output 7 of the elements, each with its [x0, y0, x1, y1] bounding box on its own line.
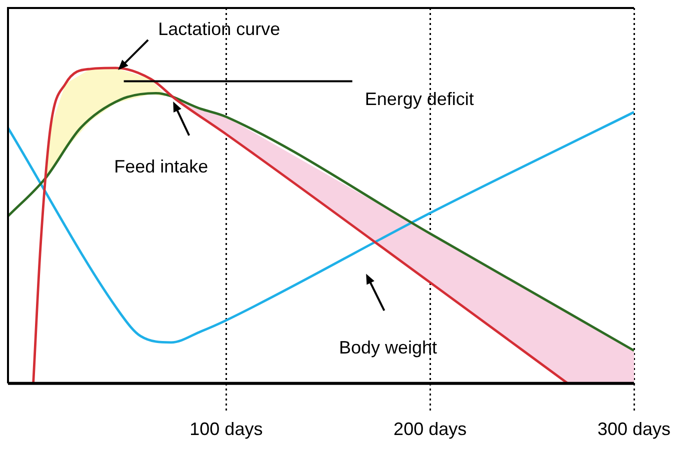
annotation: Feed intake [114, 156, 208, 176]
annotation: Lactation curve [158, 18, 280, 39]
x-tick-label: 300 days [597, 419, 671, 440]
x-tick-label: 100 days [190, 419, 263, 440]
x-tick-label: 200 days [394, 419, 467, 440]
annotation: Body weight [338, 337, 438, 358]
annotation: Energy deficit [364, 88, 474, 109]
